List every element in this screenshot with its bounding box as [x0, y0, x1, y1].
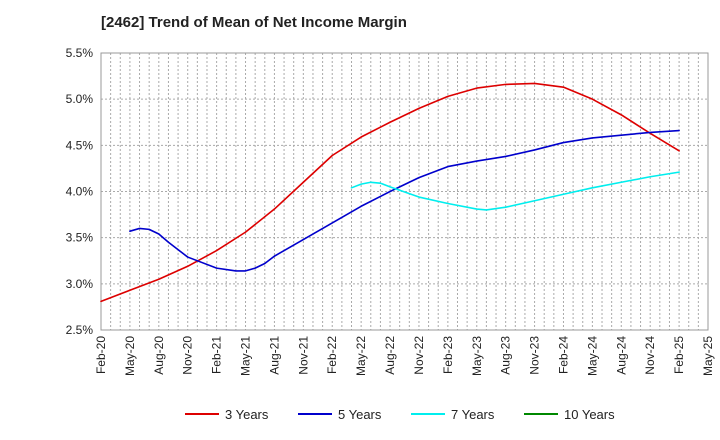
x-tick-label: Nov-21 — [296, 336, 310, 375]
chart-title: [2462] Trend of Mean of Net Income Margi… — [101, 14, 407, 31]
y-tick-label: 3.5% — [66, 231, 94, 245]
x-tick-label: Nov-23 — [528, 336, 542, 375]
y-tick-label: 4.5% — [66, 138, 94, 152]
x-tick-label: Feb-20 — [94, 336, 108, 374]
y-tick-label: 5.0% — [66, 92, 94, 106]
x-tick-label: Feb-24 — [556, 336, 570, 374]
series-lines — [100, 82, 680, 303]
legend-label: 10 Years — [564, 407, 615, 422]
plot-area — [100, 52, 709, 331]
x-tick-label: Feb-21 — [210, 336, 224, 374]
x-tick-label: May-24 — [585, 336, 599, 376]
y-tick-label: 4.0% — [66, 185, 94, 199]
x-tick-label: Aug-20 — [152, 336, 166, 375]
x-tick-label: May-20 — [123, 336, 137, 376]
x-tick-label: Aug-21 — [267, 336, 281, 375]
y-axis: 2.5% 3.0% 3.5% 4.0% 4.5% 5.0% 5.5% — [66, 46, 94, 337]
legend-label: 7 Years — [451, 407, 495, 422]
x-tick-label: Feb-23 — [441, 336, 455, 374]
legend-label: 3 Years — [225, 407, 269, 422]
x-axis: Feb-20 May-20 Aug-20 Nov-20 Feb-21 May-21 Aug-… — [94, 336, 715, 376]
x-tick-label: Nov-22 — [412, 336, 426, 375]
y-tick-label: 2.5% — [66, 323, 94, 337]
x-tick-label: Feb-25 — [672, 336, 686, 374]
legend-label: 5 Years — [338, 407, 382, 422]
series-line-5-years — [129, 129, 680, 272]
x-tick-label: May-21 — [239, 336, 253, 376]
x-tick-label: May-25 — [701, 336, 715, 376]
x-tick-label: Nov-20 — [181, 336, 195, 375]
series-line-3-years — [100, 82, 680, 303]
x-tick-label: Aug-23 — [499, 336, 513, 375]
y-tick-label: 3.0% — [66, 277, 94, 291]
series-line-7-years — [350, 171, 680, 211]
x-tick-label: Aug-24 — [614, 336, 628, 375]
x-tick-label: Feb-22 — [325, 336, 339, 374]
x-tick-label: May-22 — [354, 336, 368, 376]
legend: 3 Years 5 Years 7 Years 10 Years — [185, 407, 615, 422]
x-tick-label: May-23 — [470, 336, 484, 376]
x-tick-label: Aug-22 — [383, 336, 397, 375]
grid — [101, 53, 708, 330]
y-tick-label: 5.5% — [66, 46, 94, 60]
x-tick-label: Nov-24 — [643, 336, 657, 375]
